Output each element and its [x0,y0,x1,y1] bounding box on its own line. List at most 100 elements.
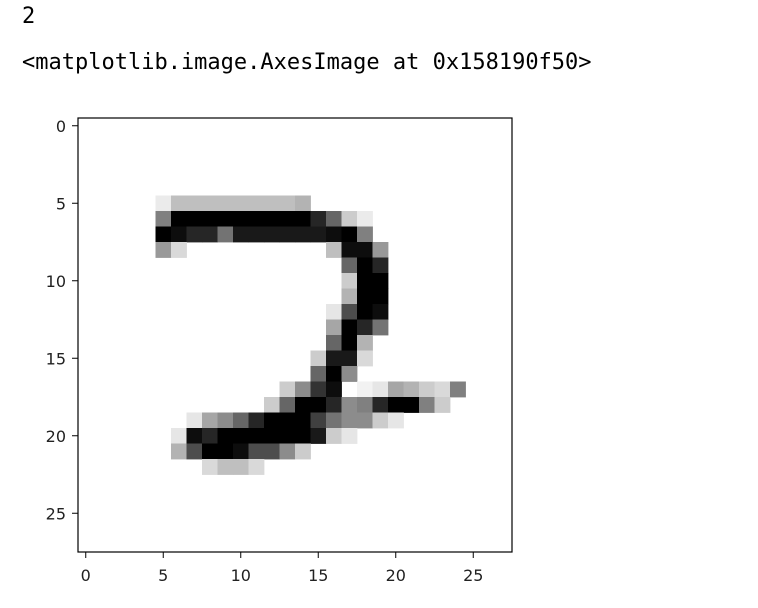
pixel-cell [310,397,327,413]
pixel-cell [357,273,373,289]
pixel-cell [341,335,358,351]
pixel-cell [403,397,420,413]
pixel-cell [326,242,342,258]
pixel-cell [217,412,234,429]
x-tick-label: 25 [463,566,483,585]
pixel-cell [171,211,187,227]
pixel-cell [372,257,389,274]
pixel-cell [310,350,327,367]
pixel-cell [217,195,234,212]
x-axis-ticks: 0 5 10 15 20 25 [81,552,483,585]
pixel-cell [326,226,342,243]
pixel-cell [341,428,358,444]
pixel-cell [264,412,280,429]
pixel-cell [357,226,373,243]
pixel-cell [295,443,311,460]
pixel-cell [341,226,358,243]
pixel-cell [357,257,373,274]
pixel-cell [403,381,420,398]
pixel-cell [326,335,342,351]
x-tick-label: 15 [308,566,328,585]
pixel-cell [372,288,389,305]
pixel-cell [341,412,358,429]
pixel-cell [326,304,342,320]
pixel-cell [295,226,311,243]
pixel-cell [341,350,358,367]
pixel-cell [202,412,218,429]
pixel-cell [279,443,296,460]
pixel-cell [264,443,280,460]
pixel-cell [202,428,218,444]
pixel-cell [372,412,389,429]
pixel-cell [295,195,311,212]
y-tick-label: 0 [56,117,66,136]
pixel-cell [372,319,389,336]
pixel-cell [357,211,373,227]
pixel-cell [248,428,265,444]
y-tick-label: 20 [46,427,66,446]
pixel-cell [388,397,404,413]
x-tick-label: 20 [386,566,406,585]
pixel-cell [279,412,296,429]
pixel-cell [155,211,172,227]
pixel-cell [171,242,187,258]
pixel-cell [326,211,342,227]
pixel-cell [372,304,389,320]
pixel-cell [248,211,265,227]
pixel-cell [217,226,234,243]
pixel-cell [186,211,203,227]
pixel-cell [357,335,373,351]
pixel-cell [357,397,373,413]
pixel-cell [326,350,342,367]
pixel-cell [217,459,234,475]
pixel-cell [341,319,358,336]
pixel-cell [357,350,373,367]
pixel-cell [202,195,218,212]
pixel-cell [310,428,327,444]
pixel-cell [186,428,203,444]
pixel-cell [326,428,342,444]
pixel-cell [264,428,280,444]
pixel-cell [434,381,451,398]
pixel-cell [217,211,234,227]
pixel-cell [341,397,358,413]
y-axis-ticks: 0 5 10 15 20 25 [46,117,78,523]
pixel-cell [155,226,172,243]
pixel-cell [326,412,342,429]
pixel-cell [186,443,203,460]
pixel-cell [341,211,358,227]
pixel-cell [233,211,249,227]
pixel-cell [434,397,451,413]
pixel-cell [341,273,358,289]
pixel-cell [372,242,389,258]
pixel-cell [419,397,435,413]
y-tick-label: 10 [46,272,66,291]
pixel-cell [279,226,296,243]
axes-frame [77,117,513,553]
pixel-cell [310,366,327,382]
pixel-cell [186,195,203,212]
cell-output-label: 2 [22,4,36,29]
pixel-cell [264,195,280,212]
pixel-cell [279,381,296,398]
y-tick-label: 5 [56,194,66,213]
pixel-cell [202,443,218,460]
pixel-cell [217,428,234,444]
pixel-cell [357,319,373,336]
pixel-cell [171,226,187,243]
pixel-cell [326,381,342,398]
cell-output-repr: <matplotlib.image.AxesImage at 0x158190f… [22,50,592,75]
pixel-cell [357,412,373,429]
pixel-cell [186,226,203,243]
pixel-cell [155,195,172,212]
pixel-cell [419,381,435,398]
pixel-cell [248,459,265,475]
pixel-cell [171,195,187,212]
pixel-cell [310,226,327,243]
pixel-cell [233,226,249,243]
x-tick-label: 10 [231,566,251,585]
pixel-cell [279,211,296,227]
pixel-cell [248,226,265,243]
pixel-cell [388,412,404,429]
